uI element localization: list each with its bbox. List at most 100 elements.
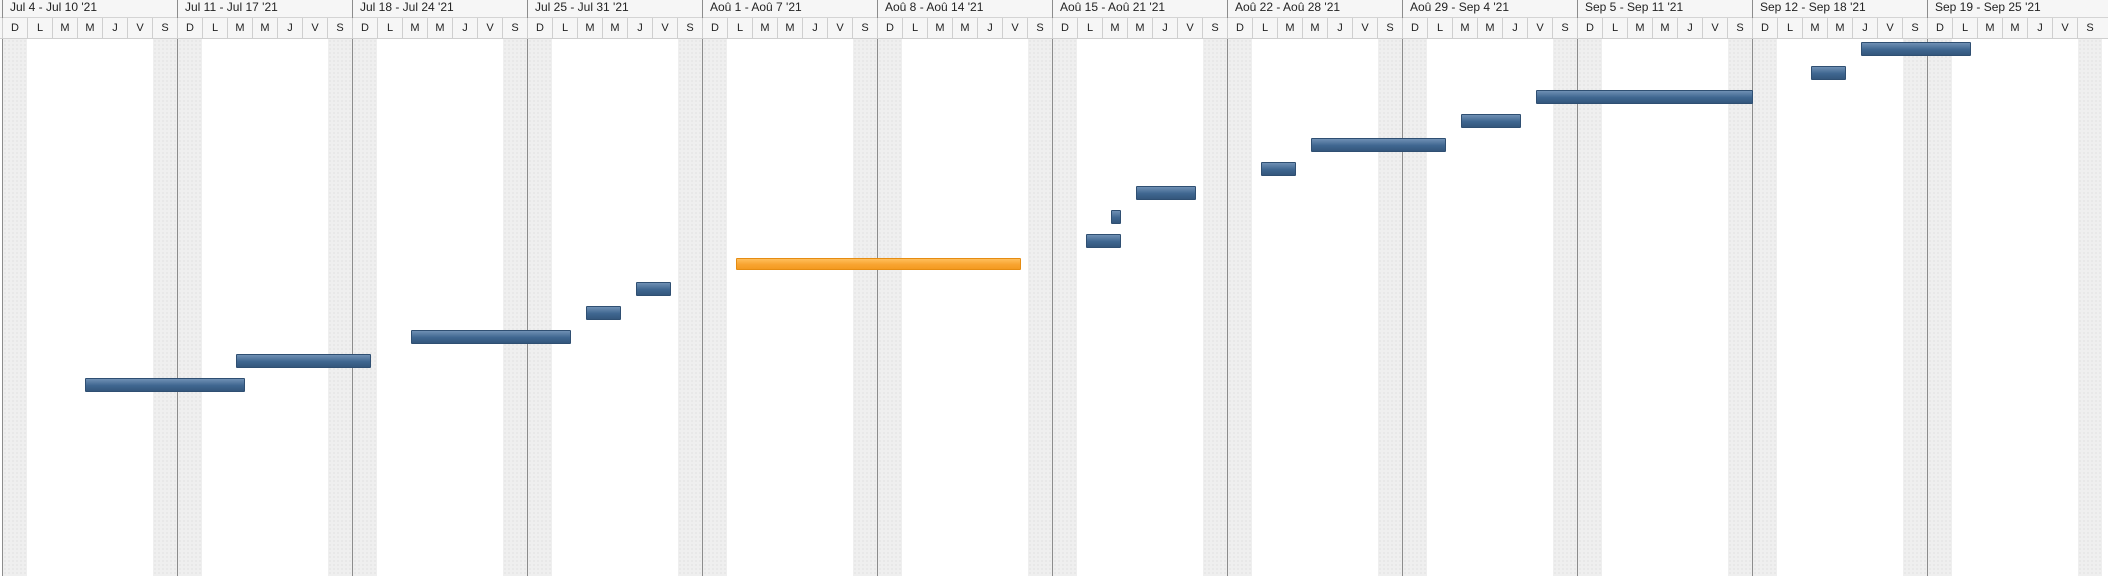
week-boundary-line [177, 0, 178, 576]
day-header: D [1227, 18, 1252, 39]
task-bar[interactable] [1260, 162, 1296, 176]
day-header: V [827, 18, 852, 39]
sunday-column [528, 39, 552, 576]
day-header: D [2, 18, 27, 39]
sunday-column [1753, 39, 1777, 576]
day-header: M [1627, 18, 1652, 39]
day-header: S [2077, 18, 2102, 39]
day-header: J [2027, 18, 2052, 39]
week-header: Jul 18 - Jul 24 '21 [360, 0, 454, 14]
day-header: V [2052, 18, 2077, 39]
day-header: D [1402, 18, 1427, 39]
task-bar[interactable] [84, 378, 245, 392]
timeline-header [0, 0, 2108, 39]
day-header: S [852, 18, 877, 39]
task-bar[interactable] [235, 354, 371, 368]
day-header: M [1277, 18, 1302, 39]
task-bar[interactable] [1860, 42, 1971, 56]
day-header: J [452, 18, 477, 39]
day-header: M [227, 18, 252, 39]
sunday-column [3, 39, 27, 576]
task-bar[interactable] [1460, 114, 1521, 128]
task-bar[interactable] [585, 306, 621, 320]
task-bar[interactable] [1310, 138, 1446, 152]
sunday-column [353, 39, 377, 576]
week-boundary-line [1927, 0, 1928, 576]
day-header: M [77, 18, 102, 39]
task-bar[interactable] [1085, 234, 1121, 248]
week-boundary-line [1402, 0, 1403, 576]
day-header: V [652, 18, 677, 39]
week-boundary-line [702, 0, 703, 576]
day-header: V [302, 18, 327, 39]
day-header: V [1002, 18, 1027, 39]
day-header: M [2002, 18, 2027, 39]
saturday-column [153, 39, 177, 576]
critical-task-bar[interactable] [735, 258, 1021, 270]
day-header: D [1927, 18, 1952, 39]
day-header: L [727, 18, 752, 39]
saturday-column [2078, 39, 2102, 576]
day-header: D [1052, 18, 1077, 39]
day-header: L [1077, 18, 1102, 39]
task-bar[interactable] [1110, 210, 1121, 224]
day-header: V [1527, 18, 1552, 39]
day-header: J [1852, 18, 1877, 39]
day-header: L [1602, 18, 1627, 39]
week-header: Aoû 29 - Sep 4 '21 [1410, 0, 1510, 14]
saturday-column [678, 39, 702, 576]
day-header: V [1177, 18, 1202, 39]
day-header: V [127, 18, 152, 39]
sunday-column [878, 39, 902, 576]
task-bar[interactable] [1135, 186, 1196, 200]
week-header: Sep 5 - Sep 11 '21 [1585, 0, 1684, 14]
day-header: V [477, 18, 502, 39]
day-header: M [1977, 18, 2002, 39]
saturday-column [1728, 39, 1752, 576]
week-header: Aoû 1 - Aoû 7 '21 [710, 0, 802, 14]
day-header: M [952, 18, 977, 39]
week-header: Aoû 15 - Aoû 21 '21 [1060, 0, 1166, 14]
day-header: S [1727, 18, 1752, 39]
sunday-column [703, 39, 727, 576]
day-header: J [102, 18, 127, 39]
saturday-column [328, 39, 352, 576]
day-header: M [1652, 18, 1677, 39]
day-header: L [377, 18, 402, 39]
day-header: S [327, 18, 352, 39]
day-header: L [1952, 18, 1977, 39]
saturday-column [1028, 39, 1052, 576]
week-header: Jul 4 - Jul 10 '21 [10, 0, 98, 14]
task-bar[interactable] [410, 330, 571, 344]
day-header: M [1302, 18, 1327, 39]
day-header: M [1127, 18, 1152, 39]
sunday-column [1228, 39, 1252, 576]
day-header: S [1202, 18, 1227, 39]
week-boundary-line [1752, 0, 1753, 576]
day-header: D [702, 18, 727, 39]
day-header: M [402, 18, 427, 39]
task-bar[interactable] [1535, 90, 1754, 104]
day-header: D [527, 18, 552, 39]
task-bar[interactable] [1810, 66, 1846, 80]
day-header: D [352, 18, 377, 39]
sunday-column [178, 39, 202, 576]
week-boundary-line [2, 0, 3, 576]
task-bar[interactable] [635, 282, 671, 296]
week-header: Jul 25 - Jul 31 '21 [535, 0, 629, 14]
day-header: V [1352, 18, 1377, 39]
day-header: M [1102, 18, 1127, 39]
week-header: Aoû 8 - Aoû 14 '21 [885, 0, 984, 14]
day-header: M [1827, 18, 1852, 39]
day-header: J [1152, 18, 1177, 39]
day-header: D [177, 18, 202, 39]
week-boundary-line [1227, 0, 1228, 576]
saturday-column [503, 39, 527, 576]
week-header: Sep 19 - Sep 25 '21 [1935, 0, 2041, 14]
day-header: J [627, 18, 652, 39]
day-header: S [1902, 18, 1927, 39]
day-header: M [427, 18, 452, 39]
week-boundary-line [1052, 0, 1053, 576]
day-header: L [202, 18, 227, 39]
